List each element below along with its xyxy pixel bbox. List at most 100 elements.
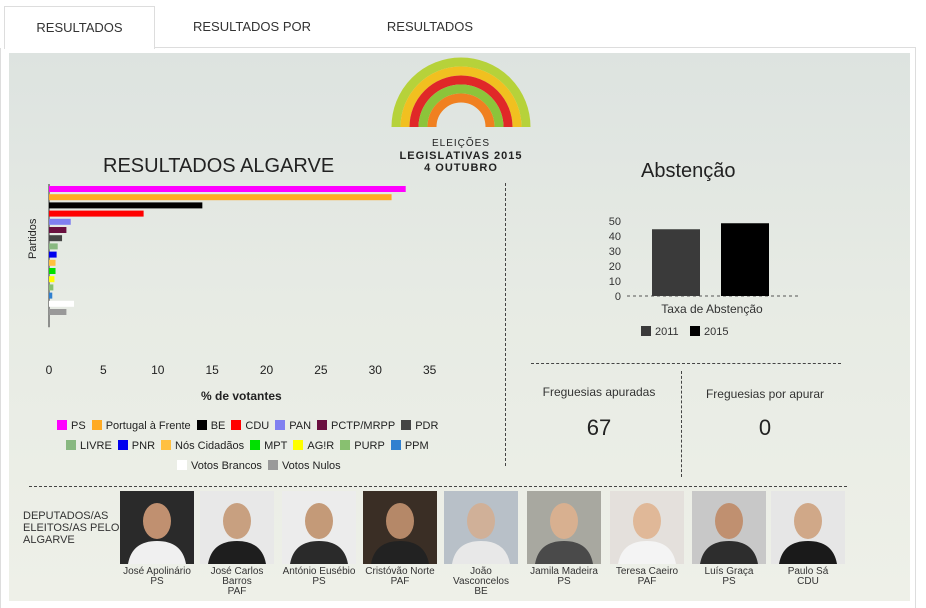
legend-item-pdr[interactable]: PDR [401, 420, 438, 432]
x-tick-label: 35 [423, 363, 437, 377]
divider-horizontal-1 [531, 363, 841, 364]
deputado-card[interactable]: António Eusébio PS [279, 491, 359, 587]
rainbow-logo-icon [391, 57, 531, 128]
legend-swatch [66, 440, 76, 450]
legend-swatch [231, 420, 242, 430]
legend-label: PCTP/MRPP [331, 420, 396, 432]
results-bar-chart: 0 5 10 15 20 25 30 35 [46, 184, 437, 377]
legend-item-purp[interactable]: PURP [340, 440, 385, 452]
legend-label: Votos Nulos [281, 460, 341, 472]
legend-swatch [117, 440, 128, 450]
x-tick-label: 25 [314, 363, 328, 377]
bar-livre [49, 243, 58, 250]
deputado-card[interactable]: José Apolinário PS [117, 491, 197, 587]
results-chart-title: RESULTADOS ALGARVE [103, 155, 335, 177]
legend-swatch [390, 440, 401, 450]
freguesias-apuradas-label: Freguesias apuradas [542, 385, 656, 399]
x-tick-label: 0 [46, 363, 53, 377]
deputado-party: CDU [797, 576, 819, 587]
legend-swatch [340, 440, 351, 450]
deputado-card[interactable]: Jamila Madeira PS [524, 491, 604, 587]
tab-resultados-nacionais[interactable]: RESULTADOS NACIONAIS [386, 19, 474, 76]
legend-item-votos-brancos[interactable]: Votos Brancos [177, 460, 262, 472]
x-axis-label: % de votantes [201, 389, 282, 403]
legend-label: PNR [131, 440, 156, 452]
deputado-name: António Eusébio [282, 566, 356, 577]
deputados-label: DEPUTADOS/AS ELEITOS/AS PELO ALGARVE [23, 510, 120, 546]
legend-item-pctp-mrpp[interactable]: PCTP/MRPP [317, 420, 395, 432]
abstention-bar-chart: 0 10 20 30 40 50 Taxa de Abstenção [609, 216, 801, 316]
legend-label: Nós Cidadãos [175, 440, 245, 452]
bar-purp [49, 284, 54, 291]
legend-swatch [317, 420, 328, 430]
legend-label: MPT [264, 440, 288, 452]
legend-swatch [293, 440, 304, 450]
legend-label: PPM [404, 440, 429, 452]
deputado-card[interactable]: Cristóvão Norte PAF [360, 491, 440, 587]
deputado-card[interactable]: Paulo Sá CDU [768, 491, 848, 587]
legend-item-ppm[interactable]: PPM [390, 440, 429, 452]
abs-y-tick: 0 [615, 291, 621, 303]
legend-item-n-s-cidad-os[interactable]: Nós Cidadãos [161, 440, 244, 452]
x-tick-label: 15 [205, 363, 219, 377]
elections-logo: ELEIÇÕES LEGISLATIVAS 2015 4 OUTUBRO [388, 55, 534, 175]
deputado-card[interactable]: Teresa Caeiro PAF [607, 491, 687, 587]
tab-resultados-algarve[interactable]: RESULTADOS ALGARVE [4, 6, 155, 77]
deputado-photo [120, 491, 194, 564]
legend-item-pan[interactable]: PAN [275, 420, 311, 432]
legend-item-ps[interactable]: PS [57, 420, 86, 432]
logo-line-1: ELEIÇÕES [431, 138, 491, 149]
deputado-card[interactable]: José Carlos Barros PAF [197, 491, 277, 597]
legend-item-mpt[interactable]: MPT [250, 440, 287, 452]
panel-frame [0, 48, 916, 608]
legend-label: BE [210, 420, 226, 432]
divider-vertical-2 [681, 371, 682, 477]
bar-ps [49, 186, 406, 192]
abstention-legend-2011: 2011 [641, 326, 679, 338]
legend-swatch [161, 440, 172, 450]
x-tick-label: 5 [100, 363, 107, 377]
x-tick-label: 30 [369, 363, 383, 377]
bar-votos-nulos [49, 309, 67, 315]
freguesias-apuradas-value: 67 [586, 415, 612, 440]
deputado-photo [610, 491, 684, 564]
abs-y-tick: 40 [609, 231, 621, 243]
legend-item-pnr[interactable]: PNR [117, 440, 156, 452]
legend-item-be[interactable]: BE [196, 420, 226, 432]
legend-item-ag-r[interactable]: AG!R [293, 440, 334, 452]
results-panel: ELEIÇÕES LEGISLATIVAS 2015 4 OUTUBRO RES… [9, 53, 910, 601]
deputado-name: Cristóvão Norte [365, 566, 435, 577]
tab-resultados-por-concelho[interactable]: RESULTADOS POR CONCELHO [193, 19, 311, 76]
divider-horizontal-2 [29, 486, 847, 487]
deputado-photo [527, 491, 601, 564]
bar-pdr [49, 235, 63, 242]
abs-bar-2015 [721, 223, 769, 296]
bar-mpt [49, 268, 56, 274]
deputado-party: PS [557, 576, 571, 587]
legend-swatch [196, 420, 207, 430]
legend-label: PURP [354, 440, 385, 452]
tab-divider [155, 47, 916, 48]
bar-be [49, 202, 203, 209]
deputado-party: PS [722, 576, 736, 587]
deputado-name: Luís Graça [704, 566, 754, 577]
legend-label: PS [71, 420, 86, 432]
abs-y-tick: 10 [609, 276, 621, 288]
x-tick-label: 10 [151, 363, 165, 377]
legend-item-livre[interactable]: LIVRE [66, 440, 112, 452]
deputado-party: PAF [390, 576, 410, 587]
abs-y-tick: 30 [609, 246, 621, 258]
logo-line-2: LEGISLATIVAS 2015 [399, 150, 523, 162]
deputado-photo [200, 491, 274, 564]
legend-swatch [267, 460, 278, 470]
deputado-card[interactable]: Luís Graça PS [689, 491, 769, 587]
legend-label: Votos Brancos [191, 460, 262, 472]
legend-item-votos-nulos[interactable]: Votos Nulos [267, 460, 341, 472]
legend-item-portugal-frente[interactable]: Portugal à Frente [91, 420, 191, 432]
deputado-card[interactable]: João Vasconcelos BE [441, 491, 521, 597]
freguesias-por-apurar-label: Freguesias por apurar [705, 387, 825, 401]
bar-votos-brancos [49, 300, 75, 307]
deputado-party: PS [150, 576, 164, 587]
deputado-party: PS [312, 576, 326, 587]
legend-item-cdu[interactable]: CDU [231, 420, 269, 432]
